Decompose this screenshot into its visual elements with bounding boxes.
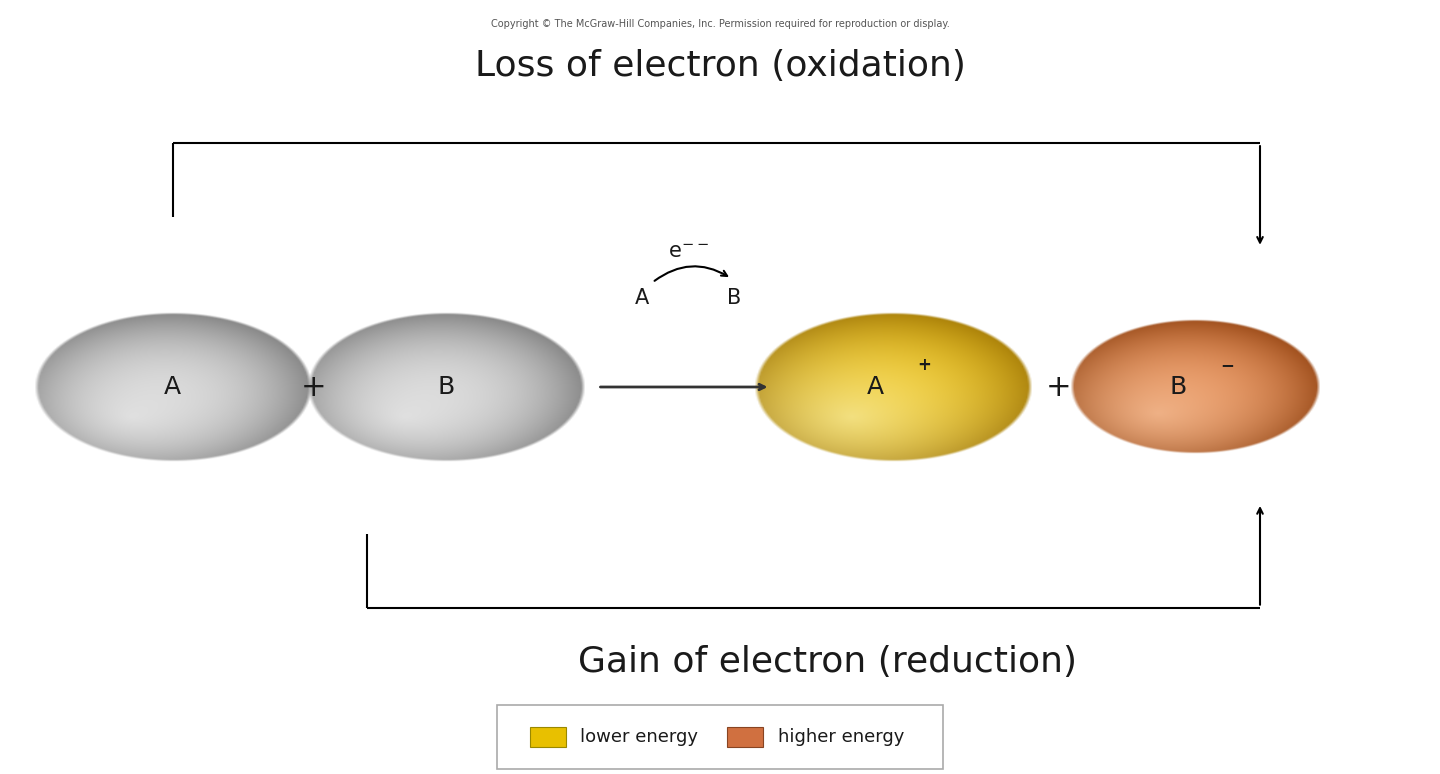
Text: A: A (635, 288, 649, 308)
Text: Copyright © The McGraw-Hill Companies, Inc. Permission required for reproduction: Copyright © The McGraw-Hill Companies, I… (491, 19, 949, 29)
Text: +: + (1045, 372, 1071, 402)
Text: +: + (917, 356, 932, 375)
FancyBboxPatch shape (497, 705, 943, 769)
Text: B: B (438, 375, 455, 399)
Text: −: − (1220, 356, 1234, 375)
Text: lower energy: lower energy (580, 728, 698, 746)
Text: +: + (301, 372, 327, 402)
Text: Gain of electron (reduction): Gain of electron (reduction) (579, 645, 1077, 679)
Text: higher energy: higher energy (778, 728, 904, 746)
Text: B: B (727, 288, 742, 308)
FancyBboxPatch shape (530, 728, 566, 746)
Text: Loss of electron (oxidation): Loss of electron (oxidation) (475, 49, 965, 83)
Text: A: A (164, 375, 181, 399)
Text: B: B (1169, 375, 1187, 399)
FancyBboxPatch shape (727, 728, 763, 746)
Text: A: A (867, 375, 884, 399)
Text: e$^{--}$: e$^{--}$ (668, 241, 708, 262)
